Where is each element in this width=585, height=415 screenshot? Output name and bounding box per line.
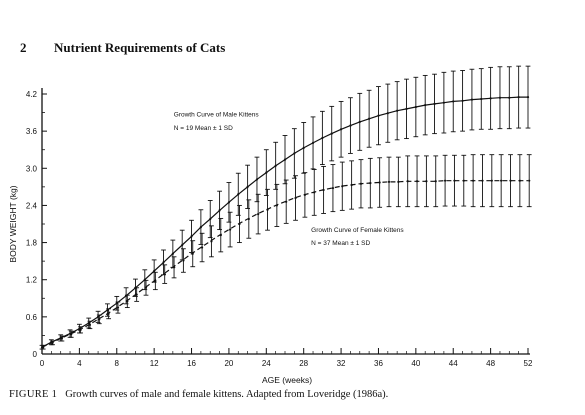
x-tick-label: 52 xyxy=(524,359,533,368)
figure-caption: FIGURE 1 Growth curves of male and female… xyxy=(9,389,388,400)
y-axis-title: BODY WEIGHT (kg) xyxy=(8,185,18,262)
chapter-title: Nutrient Requirements of Cats xyxy=(54,40,226,55)
data-point xyxy=(257,212,260,216)
data-point xyxy=(443,179,447,182)
x-tick-label: 20 xyxy=(224,359,233,368)
error-bars xyxy=(39,65,532,350)
x-tick-label: 16 xyxy=(187,359,196,368)
chart-axes: 00.61.21.82.43.03.64.20 4 8 12 16 20 24 28 32 36 4… xyxy=(8,88,533,385)
page-header: 2 Nutrient Requirements of Cats xyxy=(20,40,225,56)
y-tick-label: 3.6 xyxy=(26,127,38,136)
y-tick-label: 4.2 xyxy=(26,90,38,99)
data-point xyxy=(163,273,166,276)
annotation-label: N = 19 Mean ± 1 SD xyxy=(174,125,233,132)
x-tick-label: 48 xyxy=(486,359,495,368)
y-tick-label: 1.2 xyxy=(26,276,38,285)
series-lines xyxy=(41,96,528,348)
x-tick-label: 4 xyxy=(77,359,82,368)
annotation-label: Growth Curve of Male Kittens xyxy=(174,111,260,118)
data-point xyxy=(116,306,120,309)
x-tick-label: 40 xyxy=(411,359,420,368)
x-tick-label: 8 xyxy=(115,359,120,368)
x-tick-label: 28 xyxy=(299,359,308,368)
male-series-line xyxy=(41,96,528,348)
female-series-line xyxy=(41,180,528,348)
data-point xyxy=(331,186,335,190)
page-number: 2 xyxy=(20,40,27,55)
annotation-label: N = 37 Mean ± 1 SD xyxy=(311,240,370,247)
y-tick-label: 3.0 xyxy=(26,164,38,173)
figure-label: FIGURE 1 xyxy=(9,389,58,400)
data-point xyxy=(500,179,503,182)
data-point xyxy=(182,259,185,262)
data-point xyxy=(229,228,232,231)
x-tick-label: 44 xyxy=(449,359,458,368)
x-tick-label: 32 xyxy=(337,359,346,368)
x-tick-label: 24 xyxy=(262,359,271,368)
x-tick-label: 36 xyxy=(374,359,383,368)
data-point xyxy=(387,180,391,184)
y-tick-label: 1.8 xyxy=(26,239,38,248)
y-tick-label: 0 xyxy=(33,350,38,359)
x-axis-title: AGE (weeks) xyxy=(262,375,312,385)
figure-caption-text: Growth curves of male and female kittens… xyxy=(65,389,389,400)
annotation-label: Growth Curve of Female Kittens xyxy=(311,227,404,234)
y-tick-label: 2.4 xyxy=(26,201,38,210)
chart-annotations: Growth Curve of Male Kittens N = 19 Mean … xyxy=(174,111,405,247)
x-tick-label: 0 xyxy=(40,359,45,368)
data-point xyxy=(528,179,531,182)
y-tick-label: 0.6 xyxy=(26,313,38,322)
x-tick-label: 12 xyxy=(150,359,159,368)
